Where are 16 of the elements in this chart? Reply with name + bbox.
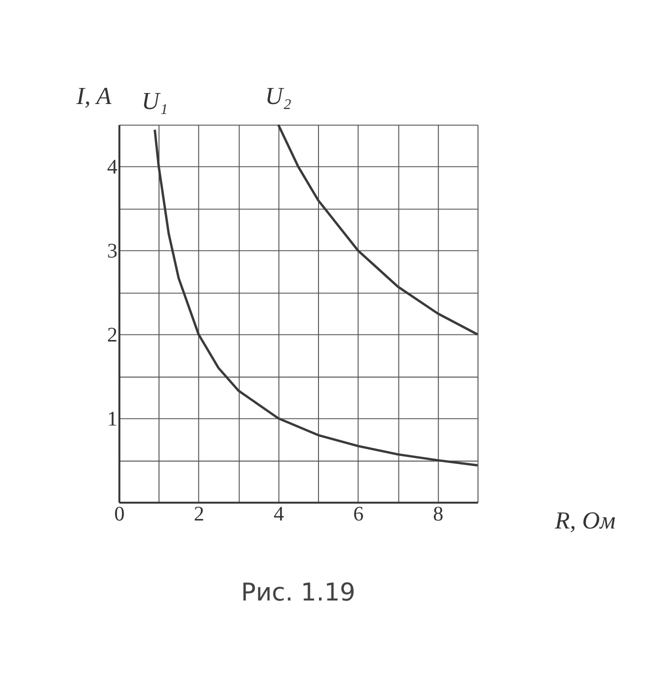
line-series (277, 124, 479, 336)
series-label: U₂ (265, 82, 292, 110)
text: Рис. 1.19 (241, 577, 356, 606)
x-tick-label: 6 (353, 504, 364, 526)
x-tick-label: 4 (274, 504, 285, 526)
y-axis-title: I, A (75, 82, 112, 110)
y-tick-label: 4 (107, 156, 118, 179)
x-tick-label: 0 (114, 504, 125, 526)
line-series (154, 128, 479, 466)
x-tick-label: 2 (194, 504, 204, 526)
x-axis-title: R, Ом (554, 508, 616, 535)
y-tick-label: 3 (107, 240, 118, 263)
y-tick-label: 1 (107, 408, 118, 430)
x-tick-label: 8 (432, 504, 444, 526)
series-label: U₁ (142, 88, 168, 115)
y-tick-label: 2 (107, 324, 118, 346)
